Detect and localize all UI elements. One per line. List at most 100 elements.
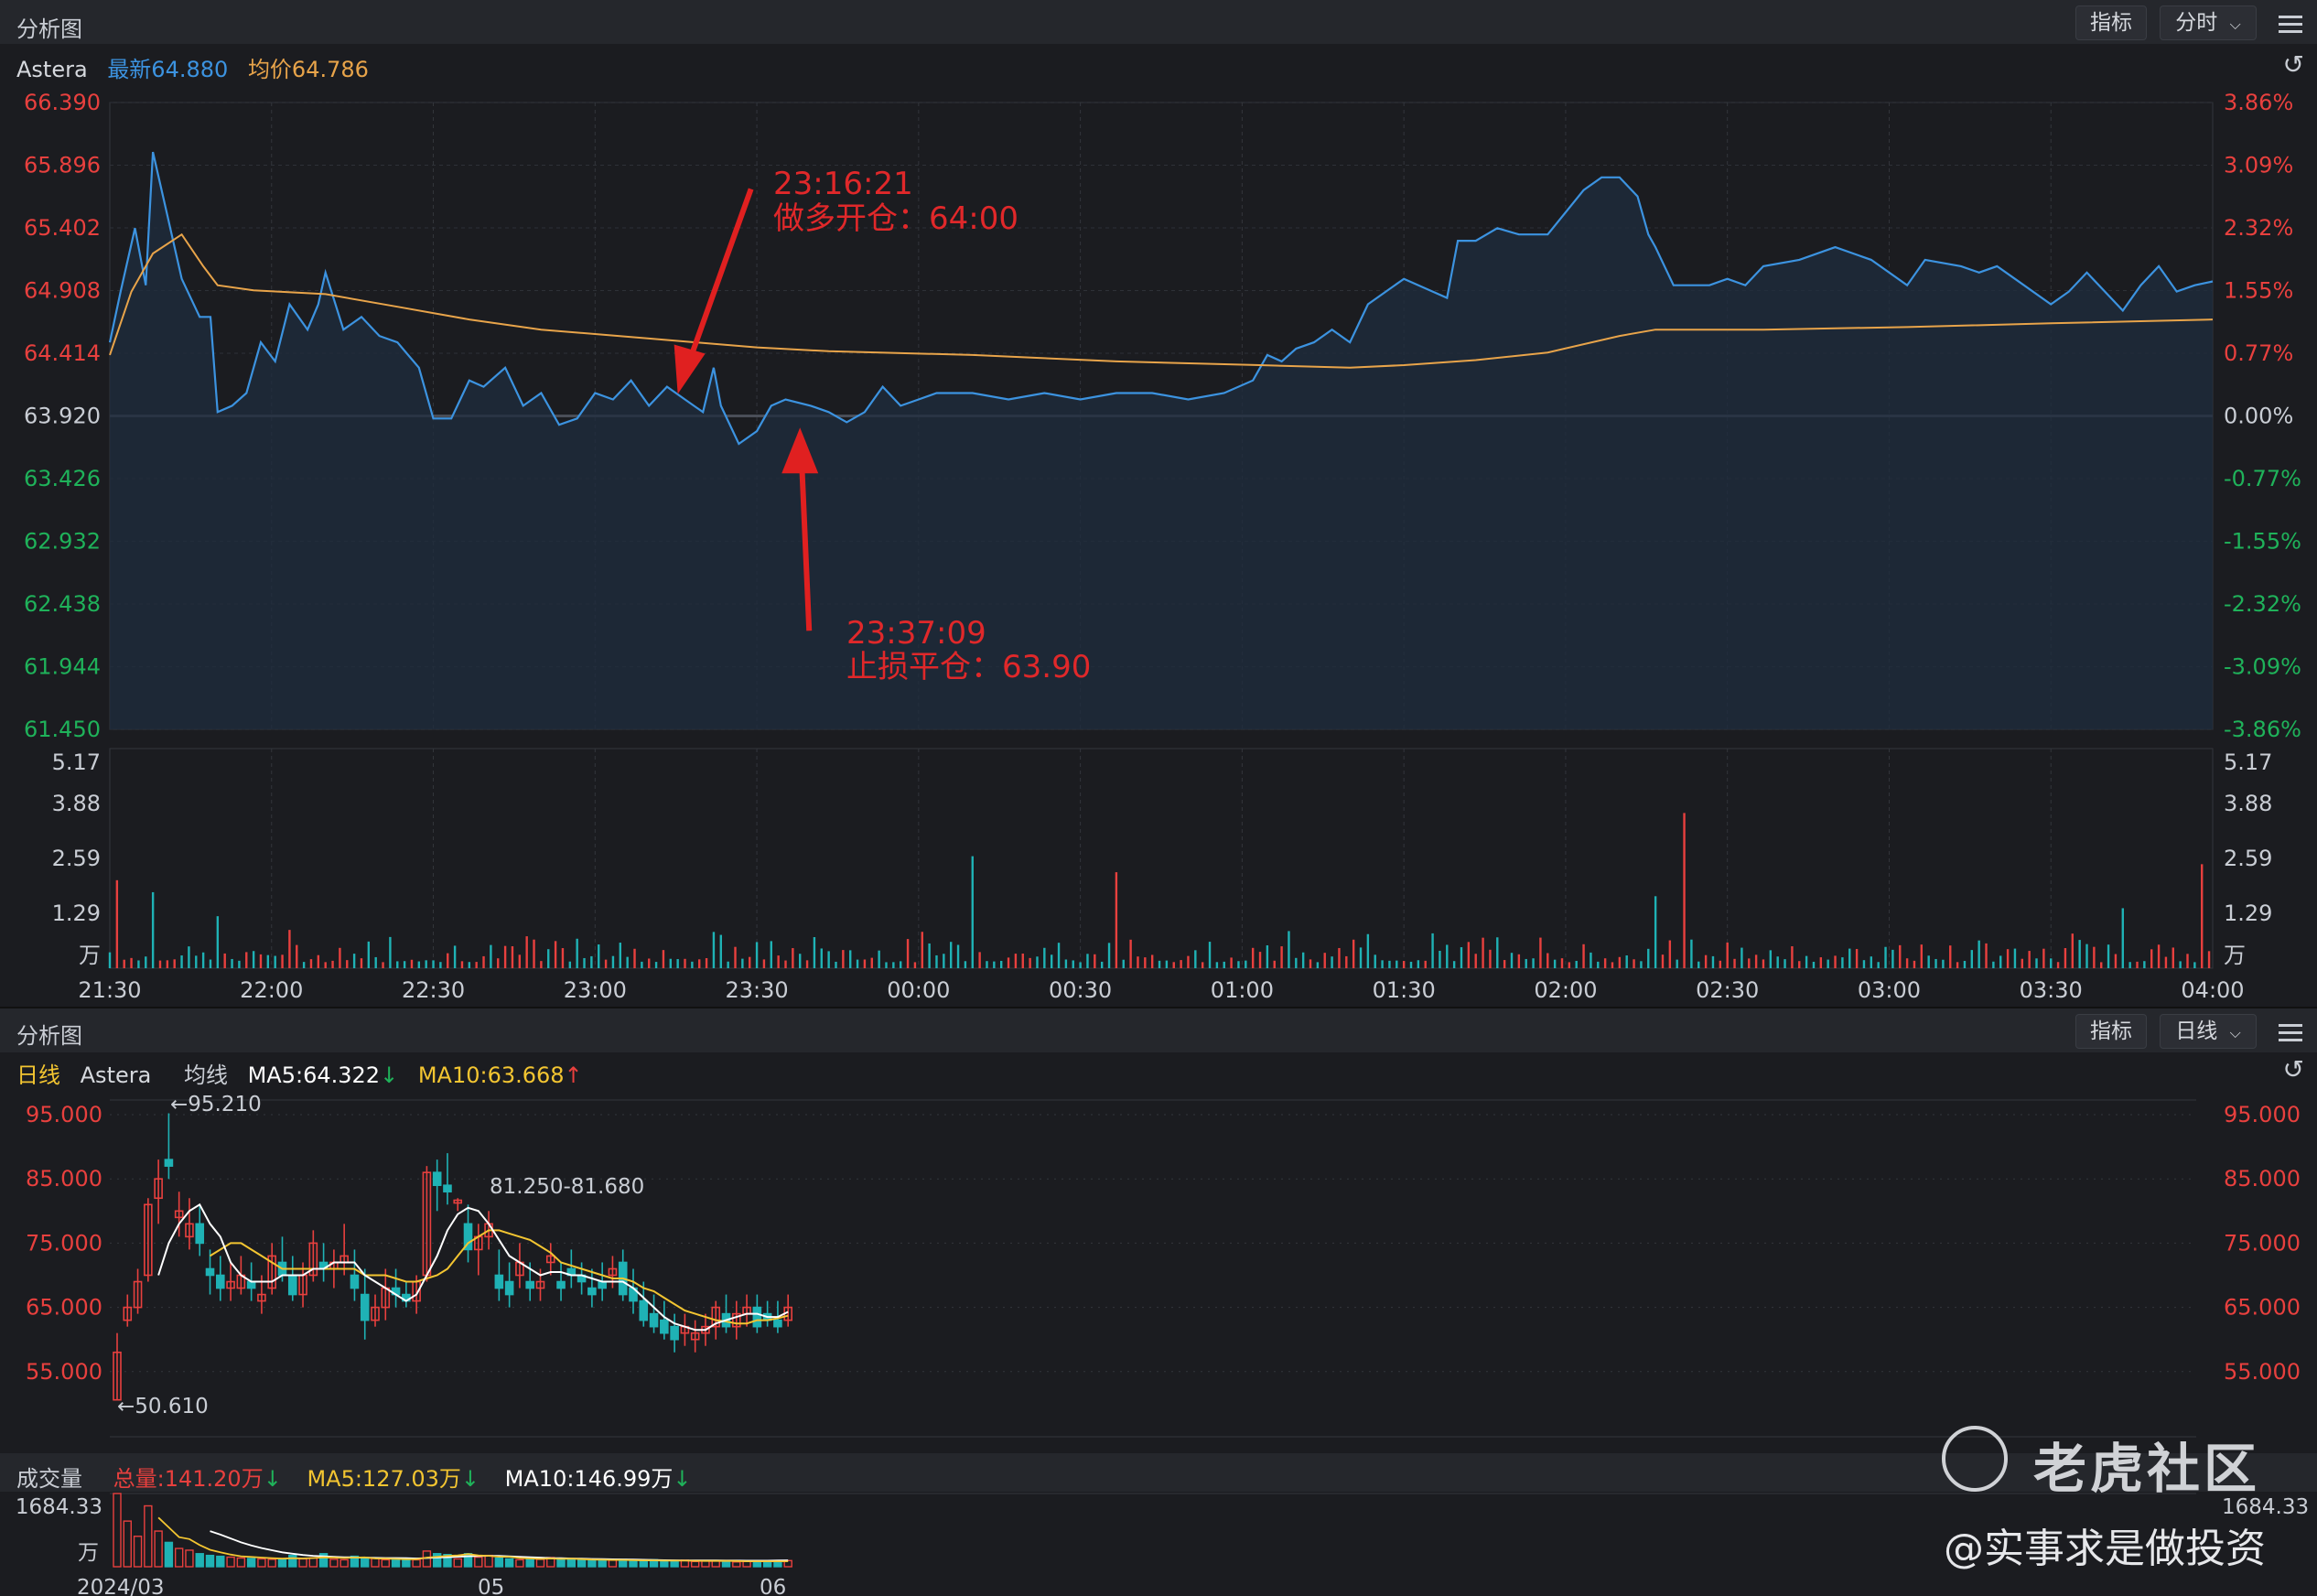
volume-tick-right: 3.88 — [2224, 791, 2272, 816]
volume-bar — [1798, 961, 1801, 968]
candle-body — [144, 1203, 153, 1277]
volume-bar — [2021, 958, 2024, 968]
volume-bar — [1072, 960, 1074, 968]
range-label: 81.250-81.680 — [490, 1175, 644, 1199]
candle-body — [731, 1312, 741, 1328]
volume-bar — [1460, 947, 1463, 968]
volume-bar — [1309, 959, 1312, 968]
annotation-arrow-shaft — [685, 188, 754, 364]
period-dropdown[interactable]: 分时 ⌵ — [2160, 5, 2257, 40]
vol-unit-left: 万 — [78, 1541, 99, 1565]
volume-bar — [641, 961, 643, 968]
volume-bar — [1603, 958, 1607, 968]
volume-bar — [1266, 944, 1269, 968]
candle-body — [453, 1199, 463, 1204]
volume-bar — [1654, 896, 1657, 968]
volume-bar — [928, 943, 931, 968]
volume-bar — [741, 958, 744, 968]
avg-price-line — [109, 232, 2214, 369]
volume-bar — [1230, 957, 1233, 968]
volume-bar — [382, 962, 384, 968]
daily-period-label: 日线 — [2175, 1019, 2218, 1043]
daily-y-tick-left: 75.000 — [26, 1230, 102, 1256]
volume-bar — [1668, 940, 1672, 968]
volume-tick-right: 2.59 — [2224, 846, 2272, 871]
volume-bar — [835, 961, 837, 968]
daily-volume-bar — [246, 1558, 256, 1568]
daily-y-tick-left: 65.000 — [26, 1295, 102, 1321]
volume-bar — [352, 954, 356, 968]
volume-bar — [288, 930, 291, 968]
volume-bar — [619, 943, 622, 968]
volume-bar — [2093, 946, 2096, 968]
volume-bar — [842, 950, 845, 968]
daily-menu-icon[interactable] — [2279, 1019, 2302, 1046]
volume-bar — [1590, 952, 1592, 968]
candle-body — [504, 1280, 514, 1296]
volume-bar — [389, 936, 392, 968]
daily-volume-bar — [422, 1550, 432, 1568]
volume-bar — [799, 954, 802, 968]
candle-body — [618, 1261, 628, 1296]
volume-bar — [1532, 958, 1535, 968]
candle-body — [246, 1280, 256, 1289]
volume-bar — [1791, 946, 1794, 968]
volume-bar — [604, 959, 608, 968]
volume-bar — [231, 958, 233, 968]
volume-bar — [180, 955, 183, 968]
volume-bar — [1050, 954, 1053, 968]
volume-bar — [2114, 954, 2118, 968]
daily-y-tick-left: 55.000 — [26, 1359, 102, 1385]
daily-volume-bar — [350, 1555, 360, 1568]
volume-bar — [648, 958, 651, 968]
annotation-arrow-head — [674, 344, 706, 394]
latest-price: 最新64.880 — [107, 57, 229, 82]
volume-bar — [1482, 937, 1484, 968]
daily-volume-bar — [619, 1558, 628, 1568]
volume-bar — [1992, 961, 1995, 968]
volume-bar — [540, 961, 543, 968]
daily-volume-bar — [649, 1558, 659, 1568]
daily-volume-bar — [277, 1558, 287, 1568]
volume-bar — [820, 948, 823, 968]
volume-bar — [1582, 944, 1585, 968]
reset-icon[interactable]: ↺ — [2282, 49, 2304, 80]
volume-bar — [561, 948, 565, 968]
volume-bar — [2172, 947, 2174, 968]
ma5-label: MA5:64.322 — [247, 1062, 381, 1088]
volume-bar — [1855, 948, 1859, 968]
volume-bar — [1690, 939, 1693, 968]
daily-volume-bar — [391, 1559, 401, 1568]
y-tick-left: 65.402 — [24, 215, 101, 241]
volume-bar — [1618, 956, 1622, 968]
volume-bar — [1079, 962, 1082, 968]
daily-volume-bar — [205, 1554, 215, 1568]
volume-bar — [1381, 960, 1384, 968]
daily-period-dropdown[interactable]: 日线 ⌵ — [2160, 1014, 2257, 1049]
volume-bar — [2207, 951, 2211, 968]
volume-bar — [1647, 948, 1650, 968]
daily-indicator-button[interactable]: 指标 — [2075, 1014, 2147, 1049]
daily-volume-bar — [216, 1555, 225, 1568]
volume-bar — [2201, 864, 2204, 968]
volume-bar — [749, 956, 751, 968]
volume-bar — [346, 960, 349, 968]
y-tick-left: 66.390 — [24, 90, 101, 115]
volume-bar — [1963, 960, 1967, 968]
daily-volume-bar — [546, 1557, 555, 1568]
volume-bar — [554, 941, 557, 968]
volume-bar — [453, 945, 457, 968]
volume-bar — [1517, 954, 1521, 968]
indicator-button[interactable]: 指标 — [2075, 5, 2147, 40]
candle-body — [773, 1319, 782, 1328]
volume-bar — [1288, 931, 1290, 968]
volume-bar — [403, 961, 406, 968]
volume-bar — [1920, 944, 1924, 968]
menu-icon[interactable] — [2279, 11, 2302, 38]
daily-reset-icon[interactable]: ↺ — [2282, 1054, 2304, 1084]
volume-bar — [1237, 961, 1240, 968]
volume-bar — [598, 944, 600, 968]
daily-volume-bar — [236, 1557, 246, 1568]
volume-bar — [238, 960, 241, 968]
volume-bar — [1848, 948, 1851, 968]
